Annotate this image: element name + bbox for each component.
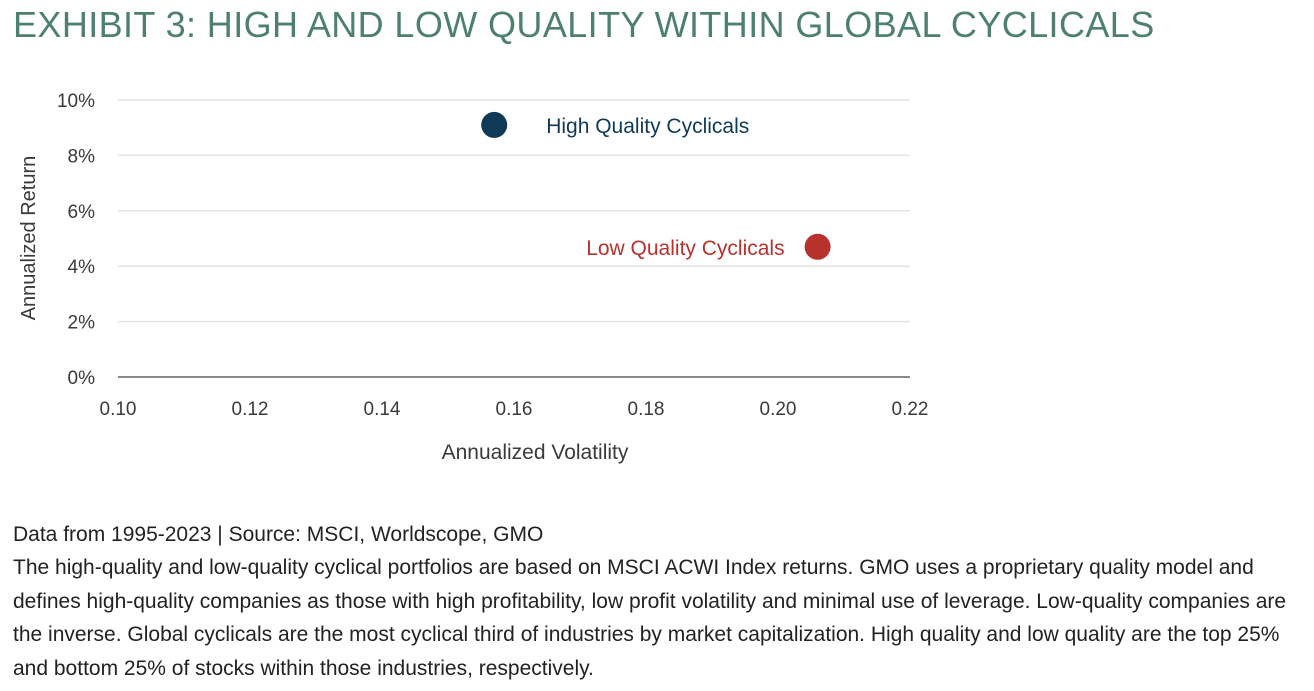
x-axis-label: Annualized Volatility bbox=[442, 441, 629, 464]
y-tick-label: 4% bbox=[68, 257, 96, 278]
gridlines bbox=[118, 99, 910, 323]
x-tick-label: 0.16 bbox=[496, 399, 533, 420]
y-tick-label: 6% bbox=[68, 202, 96, 223]
point-labels: High Quality Cyclicals Low Quality Cyclic… bbox=[546, 115, 784, 260]
low-quality-label: Low Quality Cyclicals bbox=[586, 237, 784, 260]
x-tick-label: 0.10 bbox=[100, 399, 137, 420]
chart-notes: Data from 1995-2023 | Source: MSCI, Worl… bbox=[13, 518, 1308, 685]
x-tick-label: 0.12 bbox=[232, 399, 269, 420]
scatter-chart: 0% 2% 4% 6% 8% 10% 0.10 0.12 0.14 0.16 0.18 0.20 0.2… bbox=[18, 91, 929, 464]
high-quality-label: High Quality Cyclicals bbox=[546, 115, 749, 138]
x-tick-label: 0.14 bbox=[364, 399, 401, 420]
x-tick-label: 0.18 bbox=[628, 399, 665, 420]
exhibit-title: EXHIBIT 3: HIGH AND LOW QUALITY WITHIN G… bbox=[13, 4, 1155, 45]
high-quality-point bbox=[481, 111, 508, 138]
y-tick-label: 0% bbox=[68, 368, 96, 389]
data-points bbox=[481, 111, 831, 260]
y-tick-label: 2% bbox=[68, 313, 96, 334]
low-quality-point bbox=[804, 233, 831, 260]
x-tick-label: 0.20 bbox=[760, 399, 797, 420]
y-axis-label: Annualized Return bbox=[18, 156, 40, 321]
y-tick-label: 10% bbox=[57, 91, 95, 112]
description-note: The high-quality and low-quality cyclica… bbox=[13, 556, 1287, 680]
x-tick-label: 0.22 bbox=[892, 399, 929, 420]
y-tick-label: 8% bbox=[68, 146, 96, 167]
source-note: Data from 1995-2023 | Source: MSCI, Worl… bbox=[13, 523, 544, 546]
tick-labels: 0% 2% 4% 6% 8% 10% 0.10 0.12 0.14 0.16 0.18 0.20 0.2… bbox=[57, 91, 929, 420]
